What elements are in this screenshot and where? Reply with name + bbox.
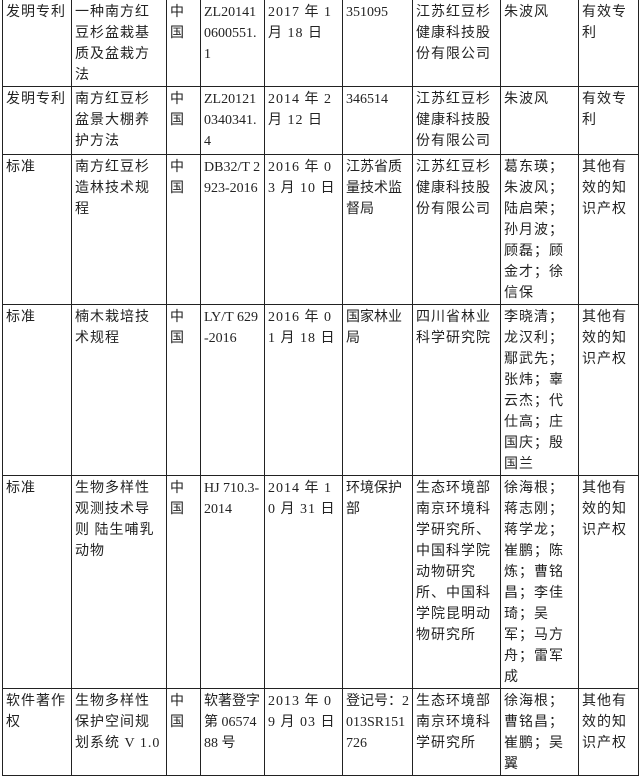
cell-inventors: 李晓清；龙汉利；鄢武先；张炜；辜云杰；代仕高；庄国庆；殷国兰 (500, 304, 579, 476)
cell-name: 南方红豆杉盆景大棚养护方法 (71, 86, 167, 155)
cell-date: 2016 年 03 月 10 日 (264, 154, 343, 305)
cell-type: 标准 (2, 304, 72, 476)
cell-issuer: 351095 (342, 0, 413, 87)
cell-issuer: 登记号：2013SR151726 (342, 688, 413, 776)
cell-holder: 江苏红豆杉健康科技股份有限公司 (412, 0, 501, 87)
table-row: 标准 楠木栽培技术规程 中国 LY/T 629-2016 2016 年 01 月 18 … (2, 304, 639, 476)
cell-date: 2014 年 10 月 31 日 (264, 475, 343, 689)
cell-type: 标准 (2, 154, 72, 305)
cell-type: 发明专利 (2, 0, 72, 87)
cell-name: 楠木栽培技术规程 (71, 304, 167, 476)
cell-number: 软著登字第 0657488 号 (200, 688, 265, 776)
cell-number: ZL201410600551.1 (200, 0, 265, 87)
table-row: 标准 南方红豆杉造林技术规程 中国 DB32/T 2923-2016 2016 年 03… (2, 154, 639, 305)
cell-status: 有效专利 (578, 86, 639, 155)
table-row: 标准 生物多样性观测技术导则 陆生哺乳动物 中国 HJ 710.3-2014 2014 … (2, 475, 639, 689)
cell-inventors: 朱波风 (500, 0, 579, 87)
cell-inventors: 徐海根；蒋志刚；蒋学龙；崔鹏；陈炼；曹铭昌；李佳琦；吴军；马方舟；雷军成 (500, 475, 579, 689)
cell-inventors: 朱波风 (500, 86, 579, 155)
table-row: 软件著作权 生物多样性保护空间规划系统 V 1.0 中国 软著登字第 0657488 … (2, 688, 639, 776)
cell-holder: 生态环境部南京环境科学研究所、中国科学院动物研究所、中国科学院昆明动物研究所 (412, 475, 501, 689)
cell-date: 2016 年 01 月 18 日 (264, 304, 343, 476)
cell-type: 发明专利 (2, 86, 72, 155)
cell-country: 中国 (166, 0, 201, 87)
cell-issuer: 环境保护部 (342, 475, 413, 689)
cell-holder: 江苏红豆杉健康科技股份有限公司 (412, 86, 501, 155)
cell-country: 中国 (166, 475, 201, 689)
cell-status: 其他有效的知识产权 (578, 475, 639, 689)
cell-name: 生物多样性观测技术导则 陆生哺乳动物 (71, 475, 167, 689)
cell-name: 南方红豆杉造林技术规程 (71, 154, 167, 305)
cell-number: ZL201210340341.4 (200, 86, 265, 155)
cell-country: 中国 (166, 86, 201, 155)
cell-status: 其他有效的知识产权 (578, 688, 639, 776)
cell-holder: 江苏红豆杉健康科技股份有限公司 (412, 154, 501, 305)
cell-number: HJ 710.3-2014 (200, 475, 265, 689)
table-row: 发明专利 南方红豆杉盆景大棚养护方法 中国 ZL201210340341.4 2014 … (2, 86, 639, 155)
cell-inventors: 徐海根；曹铭昌；崔鹏；吴翼 (500, 688, 579, 776)
cell-number: LY/T 629-2016 (200, 304, 265, 476)
cell-name: 生物多样性保护空间规划系统 V 1.0 (71, 688, 167, 776)
cell-issuer: 国家林业局 (342, 304, 413, 476)
cell-issuer: 江苏省质量技术监督局 (342, 154, 413, 305)
cell-country: 中国 (166, 688, 201, 776)
cell-inventors: 葛东瑛；朱波风； 陆启荣；孙月波；顾磊；顾金才；徐信保 (500, 154, 579, 305)
cell-date: 2014 年 2 月 12 日 (264, 86, 343, 155)
cell-holder: 四川省林业科学研究院 (412, 304, 501, 476)
cell-date: 2013 年 09 月 03 日 (264, 688, 343, 776)
cell-type: 标准 (2, 475, 72, 689)
table-row: 发明专利 一种南方红豆杉盆栽基质及盆栽方法 中国 ZL201410600551.1 20… (2, 0, 639, 87)
cell-number: DB32/T 2923-2016 (200, 154, 265, 305)
cell-type: 软件著作权 (2, 688, 72, 776)
cell-status: 有效专利 (578, 0, 639, 87)
cell-holder: 生态环境部南京环境科学研究所 (412, 688, 501, 776)
cell-status: 其他有效的知识产权 (578, 154, 639, 305)
cell-name: 一种南方红豆杉盆栽基质及盆栽方法 (71, 0, 167, 87)
cell-issuer: 346514 (342, 86, 413, 155)
cell-status: 其他有效的知识产权 (578, 304, 639, 476)
cell-country: 中国 (166, 154, 201, 305)
cell-date: 2017 年 1 月 18 日 (264, 0, 343, 87)
cell-country: 中国 (166, 304, 201, 476)
